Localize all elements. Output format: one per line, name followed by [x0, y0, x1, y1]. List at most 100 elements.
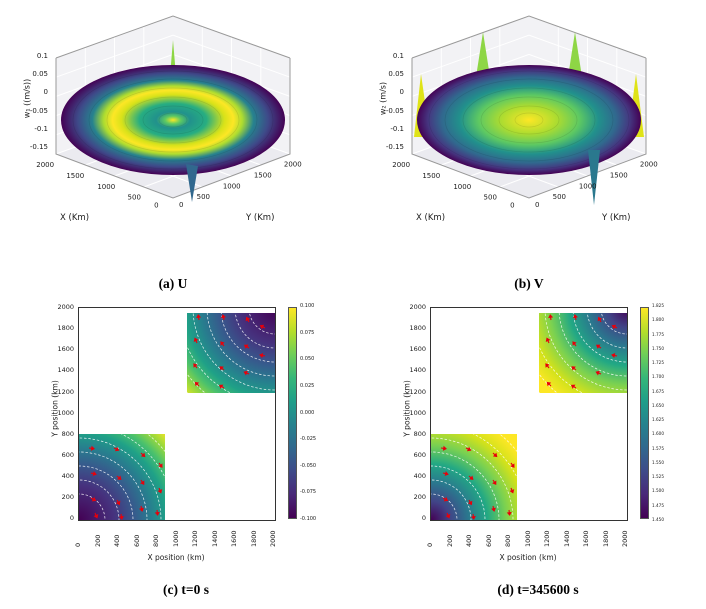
tick-label: 1400	[562, 530, 571, 547]
y-axis-ticks: 0 200 400 600 800 1000 1200 1400 1600 1800 2000	[50, 304, 74, 522]
colorbar-ticks: 0.100 0.075 0.050 0.025 0.000 -0.025 -0.050 -0.…	[300, 304, 316, 522]
tick-label: 1000	[523, 530, 532, 547]
tick-label: 2000	[36, 160, 55, 169]
tick-label: -0.025	[300, 436, 317, 443]
tick-label: 600	[132, 534, 141, 547]
tick-label: 1000	[97, 183, 116, 192]
tick-label: 2000	[409, 303, 426, 311]
tick-label: 1500	[422, 171, 441, 180]
tick-label: 0.000	[300, 409, 315, 416]
tick-label: 200	[413, 493, 426, 502]
y-axis-ticks: 0 200 400 600 800 1000 1200 1400 1600 1800 2000	[402, 304, 426, 522]
tick-label: 1.750	[652, 345, 664, 351]
tick-label: 2000	[269, 530, 278, 547]
tick-label: 1.775	[652, 331, 664, 337]
z-axis-label: w₁ ((m/s))	[22, 78, 32, 119]
axes-box-edges	[55, 15, 291, 199]
tick-label: 800	[413, 429, 426, 438]
tick-label: 1400	[210, 530, 219, 547]
x-axis-label: X position (km)	[147, 553, 205, 562]
tick-label: 1200	[57, 387, 74, 396]
tick-label: -0.05	[385, 106, 404, 115]
tick-label: 0.025	[300, 382, 315, 389]
z-axis-ticks: 0.1 0.05 0 -0.05 -0.1 -0.15	[370, 53, 404, 151]
colorbar	[640, 307, 649, 519]
colorbar-gradient	[641, 308, 648, 518]
tick-label: 1800	[57, 324, 74, 333]
surface-panel-u: 0.1 0.05 0 -0.05 -0.1 -0.15 2000 1500 1000 500 0 …	[8, 2, 338, 267]
tick-label: 400	[413, 472, 426, 481]
tick-label: 0.1	[36, 52, 48, 60]
tick-label: 0.1	[392, 52, 404, 60]
tick-label: 200	[61, 493, 74, 502]
tick-label: 0.075	[300, 329, 315, 336]
colorbar-ticks: 1.825 1.800 1.775 1.750 1.725 1.700 1.675 1.650…	[652, 303, 664, 522]
tick-label: 1.525	[652, 474, 664, 479]
tick-label: 0.05	[388, 70, 404, 79]
tick-label: 2000	[392, 160, 411, 169]
x-axis-label: X (Km)	[60, 213, 90, 223]
tick-label: 0	[421, 514, 426, 523]
tick-label: -0.075	[300, 489, 317, 496]
tick-label: 1600	[582, 530, 591, 547]
contour-panel-t345600: Y position (km) 0 200 400 600 800 1000 1200 140…	[388, 302, 688, 580]
tick-label: 800	[504, 534, 513, 547]
x-axis-ticks: 0 200 400 600 800 1000 1200 1400 1600 1800 2000	[74, 523, 278, 549]
x-axis-label: X (Km)	[416, 213, 446, 223]
tick-label: -0.15	[29, 142, 48, 151]
plot-area	[78, 307, 276, 521]
tick-label: 500	[196, 192, 211, 201]
plot-area	[430, 307, 628, 521]
z-axis-ticks: 0.1 0.05 0 -0.05 -0.1 -0.15	[14, 53, 48, 151]
surface-plot-u	[55, 15, 291, 202]
z-axis-label: w₂ (m/s)	[378, 81, 388, 116]
tick-label: 0.100	[300, 303, 315, 309]
tick-label: 0	[426, 542, 434, 547]
tick-label: 500	[127, 193, 142, 202]
tick-label: 1600	[57, 345, 74, 354]
tick-label: 0	[154, 201, 160, 210]
tick-label: 1.500	[652, 488, 664, 494]
tick-label: 600	[413, 450, 426, 459]
tick-label: 1500	[66, 171, 85, 180]
tick-label: 1000	[222, 182, 241, 191]
colorbar-gradient	[289, 308, 296, 518]
tick-label: 1600	[409, 345, 426, 354]
colorbar	[288, 307, 297, 519]
tick-label: 2000	[284, 160, 302, 169]
x-axis-label: X position (km)	[499, 553, 557, 562]
tick-label: 500	[552, 192, 567, 201]
tick-label: 1.800	[652, 317, 664, 323]
surface-v	[414, 32, 644, 205]
tick-label: 600	[61, 450, 74, 459]
tick-label: 1.675	[652, 388, 664, 394]
tick-label: 1.475	[652, 502, 664, 508]
tick-label: 1.575	[652, 445, 664, 451]
tick-label: 400	[113, 534, 122, 547]
tick-label: 1800	[601, 530, 610, 547]
heatmap-patch-upper-right	[187, 313, 275, 393]
tick-label: 0	[69, 514, 74, 523]
tick-label: 600	[484, 534, 493, 547]
tick-label: 0	[43, 88, 48, 97]
tick-label: 1000	[57, 408, 74, 417]
contour-plot-t345600	[431, 313, 627, 520]
tick-label: -0.100	[300, 516, 317, 522]
tick-label: 1000	[578, 182, 597, 191]
tick-label: 1.650	[652, 402, 664, 408]
tick-label: -0.05	[29, 106, 48, 115]
tick-label: 1800	[409, 324, 426, 333]
tick-label: 1500	[609, 171, 628, 180]
tick-label: 2000	[621, 530, 630, 547]
tick-label: 1600	[230, 530, 239, 547]
tick-label: 1200	[191, 530, 200, 547]
tick-label: 1000	[171, 530, 180, 547]
caption-c: (c) t=0 s	[163, 582, 209, 597]
tick-label: 1.450	[652, 516, 664, 522]
tick-label: 1200	[543, 530, 552, 547]
y-axis-label: Y (Km)	[602, 213, 631, 223]
surface-plot-v	[411, 15, 647, 205]
tick-label: 1000	[453, 183, 472, 192]
axes-box-edges	[411, 15, 647, 199]
